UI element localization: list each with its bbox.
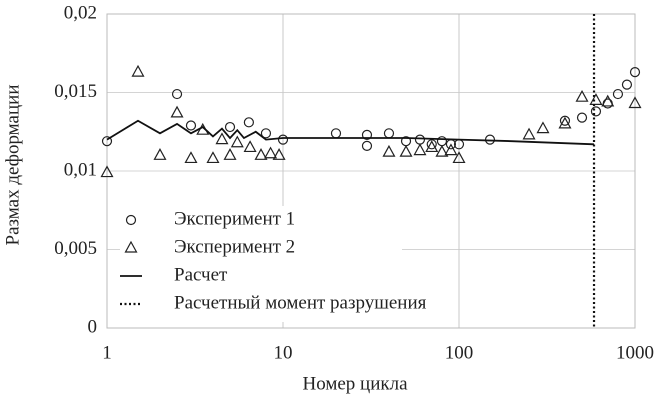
legend-label: Эксперимент 2	[174, 236, 295, 257]
data-point	[601, 94, 615, 107]
data-point	[413, 143, 427, 156]
legend-label: Расчетный момент разрушения	[174, 292, 427, 313]
data-point	[153, 148, 167, 160]
data-point	[124, 240, 138, 253]
data-point	[436, 136, 448, 147]
data-point	[576, 112, 588, 123]
data-point	[452, 151, 466, 164]
data-point	[590, 106, 602, 117]
data-point	[399, 144, 413, 157]
data-point	[383, 128, 395, 139]
data-point	[125, 214, 137, 226]
y-tick-label: 0,015	[54, 81, 97, 102]
data-point	[589, 93, 603, 105]
data-point	[260, 128, 272, 139]
data-point	[184, 151, 198, 164]
data-point	[264, 146, 278, 159]
data-point	[426, 139, 437, 150]
data-point	[382, 144, 396, 157]
data-point	[435, 144, 449, 157]
data-point	[272, 148, 286, 160]
data-point	[558, 116, 572, 129]
y-tick-label: 0	[88, 316, 98, 337]
plot-frame	[106, 13, 636, 329]
data-point	[602, 98, 613, 109]
data-point	[206, 151, 220, 164]
x-tick-label: 1	[102, 342, 112, 363]
data-point	[330, 128, 342, 139]
data-point	[361, 140, 373, 151]
data-point	[170, 105, 184, 118]
data-point	[223, 148, 237, 160]
y-tick-label: 0,01	[64, 159, 97, 180]
legend-label: Расчет	[174, 264, 228, 285]
data-point	[131, 64, 145, 77]
data-point	[575, 89, 589, 102]
data-point	[230, 135, 244, 148]
data-point	[101, 136, 113, 147]
data-point	[243, 140, 257, 153]
y-tick-label: 0,005	[54, 238, 97, 259]
legend: Эксперимент 1 Эксперимент 2 Расчет Расчетны…	[120, 206, 427, 322]
data-point	[243, 117, 254, 128]
data-point	[425, 140, 439, 153]
data-point	[629, 66, 641, 78]
y-axis-label: Размах деформации	[2, 85, 23, 246]
data-point	[628, 96, 642, 109]
data-point	[612, 88, 624, 100]
x-tick-label: 1000	[616, 342, 654, 363]
x-axis-label: Номер цикла	[302, 373, 408, 394]
legend-box	[120, 206, 402, 322]
data-point	[254, 148, 268, 160]
x-tick-label: 10	[274, 342, 293, 363]
x-tick-label: 100	[445, 342, 474, 363]
data-point	[444, 143, 458, 156]
data-point	[522, 127, 536, 140]
legend-label: Эксперимент 1	[174, 208, 295, 229]
data-point	[224, 121, 236, 133]
data-point	[559, 115, 571, 126]
data-point	[171, 88, 183, 100]
calc-line	[106, 119, 595, 146]
data-point	[361, 129, 373, 140]
data-point	[536, 121, 550, 134]
y-tick-label: 0,02	[64, 2, 97, 23]
data-point	[215, 132, 229, 145]
data-point	[414, 134, 426, 145]
data-point	[100, 165, 114, 178]
data-point	[277, 134, 289, 145]
data-point	[621, 79, 633, 90]
data-point	[185, 120, 197, 131]
